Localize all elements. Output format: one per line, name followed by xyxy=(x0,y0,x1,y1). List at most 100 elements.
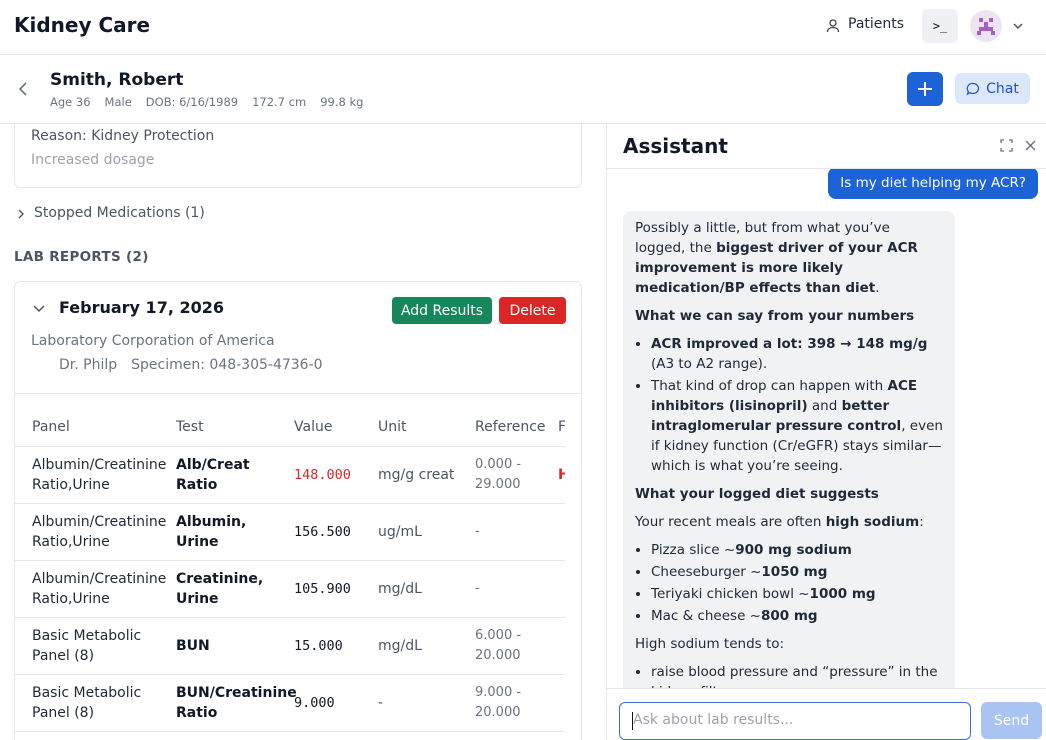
panel: Albumin/Creatinine Ratio,Urine xyxy=(32,571,167,607)
bold-text: 800 mg xyxy=(760,608,818,624)
patient-details: Age 36 Male DOB: 6/16/1989 172.7 cm 99.8… xyxy=(50,95,363,109)
test: BUN xyxy=(176,638,210,654)
input-placeholder: Ask about lab results... xyxy=(633,712,794,728)
column-header: Panel xyxy=(32,419,70,435)
table-row: Albumin/Creatinine Ratio,Urine Creatinine… xyxy=(15,561,565,618)
medication-reason: Reason: Kidney Protection xyxy=(31,128,215,144)
bold-text: ACR improved a lot: 398 → 148 mg/g xyxy=(651,336,928,352)
text: Pizza slice ~ xyxy=(651,542,736,558)
text: and xyxy=(807,398,842,414)
assistant-header: Assistant xyxy=(607,124,1046,169)
panel: Basic Metabolic Panel (8) xyxy=(32,628,142,664)
paragraph: Possibly a little, but from what you’ve … xyxy=(635,218,943,298)
lab-name: Laboratory Corporation of America xyxy=(31,333,275,349)
expand-icon[interactable] xyxy=(1000,139,1013,152)
chat-icon xyxy=(966,82,980,95)
back-button[interactable] xyxy=(16,81,30,97)
avatar[interactable] xyxy=(970,10,1002,42)
flag: H xyxy=(558,467,565,483)
bold-text: 900 mg sodium xyxy=(735,542,852,558)
column-header: Test xyxy=(176,419,204,435)
person-icon xyxy=(826,19,840,33)
bold-text: better intraglomerular pressure control xyxy=(651,398,902,434)
avatar-chevron[interactable] xyxy=(1012,20,1024,32)
value: 148.000 xyxy=(294,467,351,483)
text: : xyxy=(919,514,924,530)
terminal-button[interactable]: >_ xyxy=(922,9,958,43)
bullet-list: raise blood pressure and “pressure” in t… xyxy=(635,662,943,688)
bold-text: ACE inhibitors (lisinopril) xyxy=(651,378,918,414)
chat-button[interactable]: Chat xyxy=(955,73,1030,104)
add-results-button[interactable]: Add Results xyxy=(392,297,492,324)
reference: 0.000 - 29.000 xyxy=(475,457,522,492)
medication-card: Reason: Kidney Protection Increased dosa… xyxy=(14,124,582,188)
delete-button[interactable]: Delete xyxy=(499,297,566,324)
chat-messages: Is my diet helping my ACR? Possibly a li… xyxy=(607,169,1046,688)
patients-link[interactable]: Patients xyxy=(848,16,905,32)
lab-table: Panel Test Value Unit Reference F Albumin/Crea… xyxy=(15,394,565,740)
send-button[interactable]: Send xyxy=(981,702,1042,739)
list-item: Cheeseburger ~1050 mg xyxy=(651,562,943,582)
divider xyxy=(15,393,581,394)
reference: - xyxy=(475,581,480,596)
report-meta: Dr. Philp Specimen: 048-305-4736-0 xyxy=(59,357,323,373)
test: BUN/Creatinine Ratio xyxy=(176,685,297,721)
text: Cheeseburger ~ xyxy=(651,564,762,580)
value: 15.000 xyxy=(294,638,343,654)
test: Alb/Creat Ratio xyxy=(176,457,250,493)
bold-text: biggest driver of your ACR improvement i… xyxy=(635,240,918,296)
text: , even if kidney function (Cr/eGFR) stay… xyxy=(651,418,943,474)
panel: Albumin/Creatinine Ratio,Urine xyxy=(32,457,167,493)
reference: 9.000 - 20.000 xyxy=(475,685,522,720)
patient-age: Age 36 xyxy=(50,95,91,109)
list-item: Mac & cheese ~800 mg xyxy=(651,606,943,626)
bullet-list: ACR improved a lot: 398 → 148 mg/g (A3 t… xyxy=(635,334,943,476)
assistant-title: Assistant xyxy=(623,134,728,158)
chat-label: Chat xyxy=(986,80,1019,97)
value: 9.000 xyxy=(294,695,335,711)
value: 105.900 xyxy=(294,581,351,597)
column-header: Value xyxy=(294,419,333,435)
column-header: Unit xyxy=(378,419,407,435)
table-row: Albumin/Creatinine Ratio,Urine Alb/Creat … xyxy=(15,447,565,504)
bold-text: 1050 mg xyxy=(761,564,828,580)
text: That kind of drop can happen with xyxy=(651,378,888,394)
section-heading: LAB REPORTS (2) xyxy=(14,249,149,265)
patient-weight: 99.8 kg xyxy=(320,95,364,109)
table-row: Basic Metabolic Panel (8) BUN/Creatinine … xyxy=(15,675,565,732)
add-button[interactable] xyxy=(907,72,943,106)
collapse-chevron[interactable] xyxy=(32,304,46,314)
panel: Albumin/Creatinine Ratio,Urine xyxy=(32,514,167,550)
panel: Basic Metabolic Panel (8) xyxy=(32,685,142,721)
report-date: February 17, 2026 xyxy=(59,298,224,317)
table-row: Albumin/Creatinine Ratio,Urine Albumin, U… xyxy=(15,504,565,561)
specimen: Specimen: 048-305-4736-0 xyxy=(131,357,323,373)
bold-text: high sodium xyxy=(825,514,920,530)
patient-height: 172.7 cm xyxy=(252,95,307,109)
close-icon[interactable] xyxy=(1025,140,1036,151)
medication-note: Increased dosage xyxy=(31,152,155,168)
chat-input[interactable]: Ask about lab results... xyxy=(619,702,971,740)
list-item: ACR improved a lot: 398 → 148 mg/g (A3 t… xyxy=(651,334,943,374)
column-header: F xyxy=(558,419,565,435)
list-item: Pizza slice ~900 mg sodium xyxy=(651,540,943,560)
unit: mg/dL xyxy=(378,638,422,654)
text: Possibly a little, but from what you’ve … xyxy=(635,220,890,256)
top-bar: Kidney Care Patients >_ xyxy=(0,0,1046,55)
text: Teriyaki chicken bowl ~ xyxy=(651,586,810,602)
test: Creatinine, Urine xyxy=(176,571,264,607)
expand-chevron[interactable] xyxy=(16,208,26,220)
reference: 6.000 - 20.000 xyxy=(475,628,522,663)
message-heading: What we can say from your numbers xyxy=(635,308,915,324)
stopped-medications[interactable]: Stopped Medications (1) xyxy=(34,205,205,221)
reference: - xyxy=(475,524,480,539)
list-item: Teriyaki chicken bowl ~1000 mg xyxy=(651,584,943,604)
table-header: Panel Test Value Unit Reference F xyxy=(15,394,565,447)
app-title[interactable]: Kidney Care xyxy=(14,13,151,37)
text: (A3 to A2 range). xyxy=(651,356,768,372)
patient-dob: DOB: 6/16/1989 xyxy=(145,95,239,109)
table-row: Basic Metabolic Panel (8) BUN 15.000 mg/dL 6… xyxy=(15,618,565,675)
patient-bar: Smith, Robert Age 36 Male DOB: 6/16/1989… xyxy=(0,55,1046,124)
assistant-message: Possibly a little, but from what you’ve … xyxy=(623,211,955,688)
